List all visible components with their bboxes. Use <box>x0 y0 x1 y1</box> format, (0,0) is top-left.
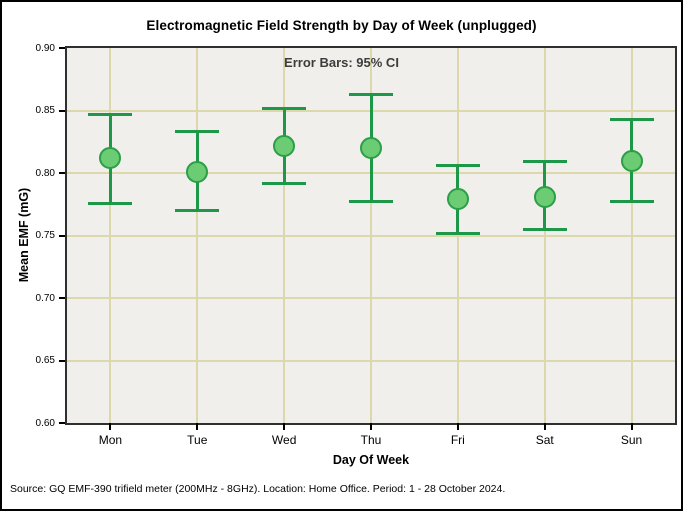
y-tick-label: 0.65 <box>35 355 55 366</box>
y-axis-tick <box>59 297 65 299</box>
vertical-gridline <box>630 48 633 423</box>
y-axis-tick <box>59 359 65 362</box>
x-tick-label-sun: Sun <box>620 433 643 447</box>
error-bar-cap-top-wed <box>262 106 307 110</box>
vertical-gridline <box>543 48 546 423</box>
y-tick-label: 0.60 <box>35 417 55 429</box>
error-bar-cap-bottom-mon <box>88 201 133 205</box>
error-bar-cap-bottom-sun <box>609 200 654 204</box>
error-bar-cap-bottom-wed <box>262 181 307 185</box>
x-tick-label-fri: Fri <box>450 433 465 447</box>
error-bar-cap-top-tue <box>175 130 220 134</box>
x-tick-label-wed: Wed <box>271 433 297 447</box>
y-axis-tick <box>59 172 65 174</box>
x-tick-label-mon: Mon <box>98 433 123 447</box>
vertical-gridline <box>370 48 372 423</box>
source-footer: Source: GQ EMF-390 trifield meter (200MH… <box>10 483 506 495</box>
y-axis-tick <box>59 47 65 49</box>
error-bar-cap-top-mon <box>88 112 133 116</box>
error-bar-cap-bottom-thu <box>349 200 393 204</box>
error-bar-cap-bottom-tue <box>175 209 220 212</box>
y-tick-label: 0.90 <box>35 42 55 54</box>
y-axis-tick <box>59 422 65 424</box>
x-axis-tick <box>630 423 633 430</box>
y-tick-label: 0.80 <box>35 167 55 179</box>
y-axis-tick <box>59 234 65 237</box>
vertical-gridline <box>196 48 199 423</box>
y-tick-label: 0.70 <box>35 292 55 304</box>
x-axis-tick <box>543 423 546 430</box>
error-bar-cap-top-sat <box>522 160 567 164</box>
data-point-tue <box>186 160 209 183</box>
error-bar-cap-bottom-fri <box>435 231 480 235</box>
chart-title: Electromagnetic Field Strength by Day of… <box>146 18 537 33</box>
x-axis-tick <box>283 423 286 430</box>
data-point-thu <box>360 137 382 159</box>
x-axis-tick <box>456 423 459 430</box>
vertical-gridline <box>109 48 112 423</box>
error-bar-cap-top-sun <box>609 117 654 121</box>
x-tick-label-thu: Thu <box>360 433 382 447</box>
x-axis-tick <box>109 423 112 430</box>
error-bar-cap-bottom-sat <box>522 227 567 231</box>
x-axis-tick <box>370 423 372 430</box>
data-point-wed <box>273 134 296 157</box>
x-tick-label-tue: Tue <box>187 433 208 447</box>
vertical-gridline <box>456 48 459 423</box>
error-bar-cap-top-fri <box>435 164 480 167</box>
y-tick-label: 0.75 <box>35 230 55 241</box>
data-point-sat <box>533 185 556 208</box>
y-axis-tick <box>59 109 65 112</box>
data-point-sun <box>620 149 643 172</box>
x-tick-label-sat: Sat <box>535 433 554 447</box>
y-tick-label: 0.85 <box>35 105 55 116</box>
x-axis-tick <box>196 423 199 430</box>
data-point-fri <box>446 188 469 211</box>
x-axis-title: Day Of Week <box>332 453 410 467</box>
plot-area <box>65 46 677 425</box>
data-point-mon <box>99 147 122 169</box>
plot-inner <box>67 48 675 423</box>
error-bar-cap-top-thu <box>349 92 393 96</box>
error-bars-annotation: Error Bars: 95% CI <box>284 55 399 70</box>
vertical-gridline <box>283 48 286 423</box>
